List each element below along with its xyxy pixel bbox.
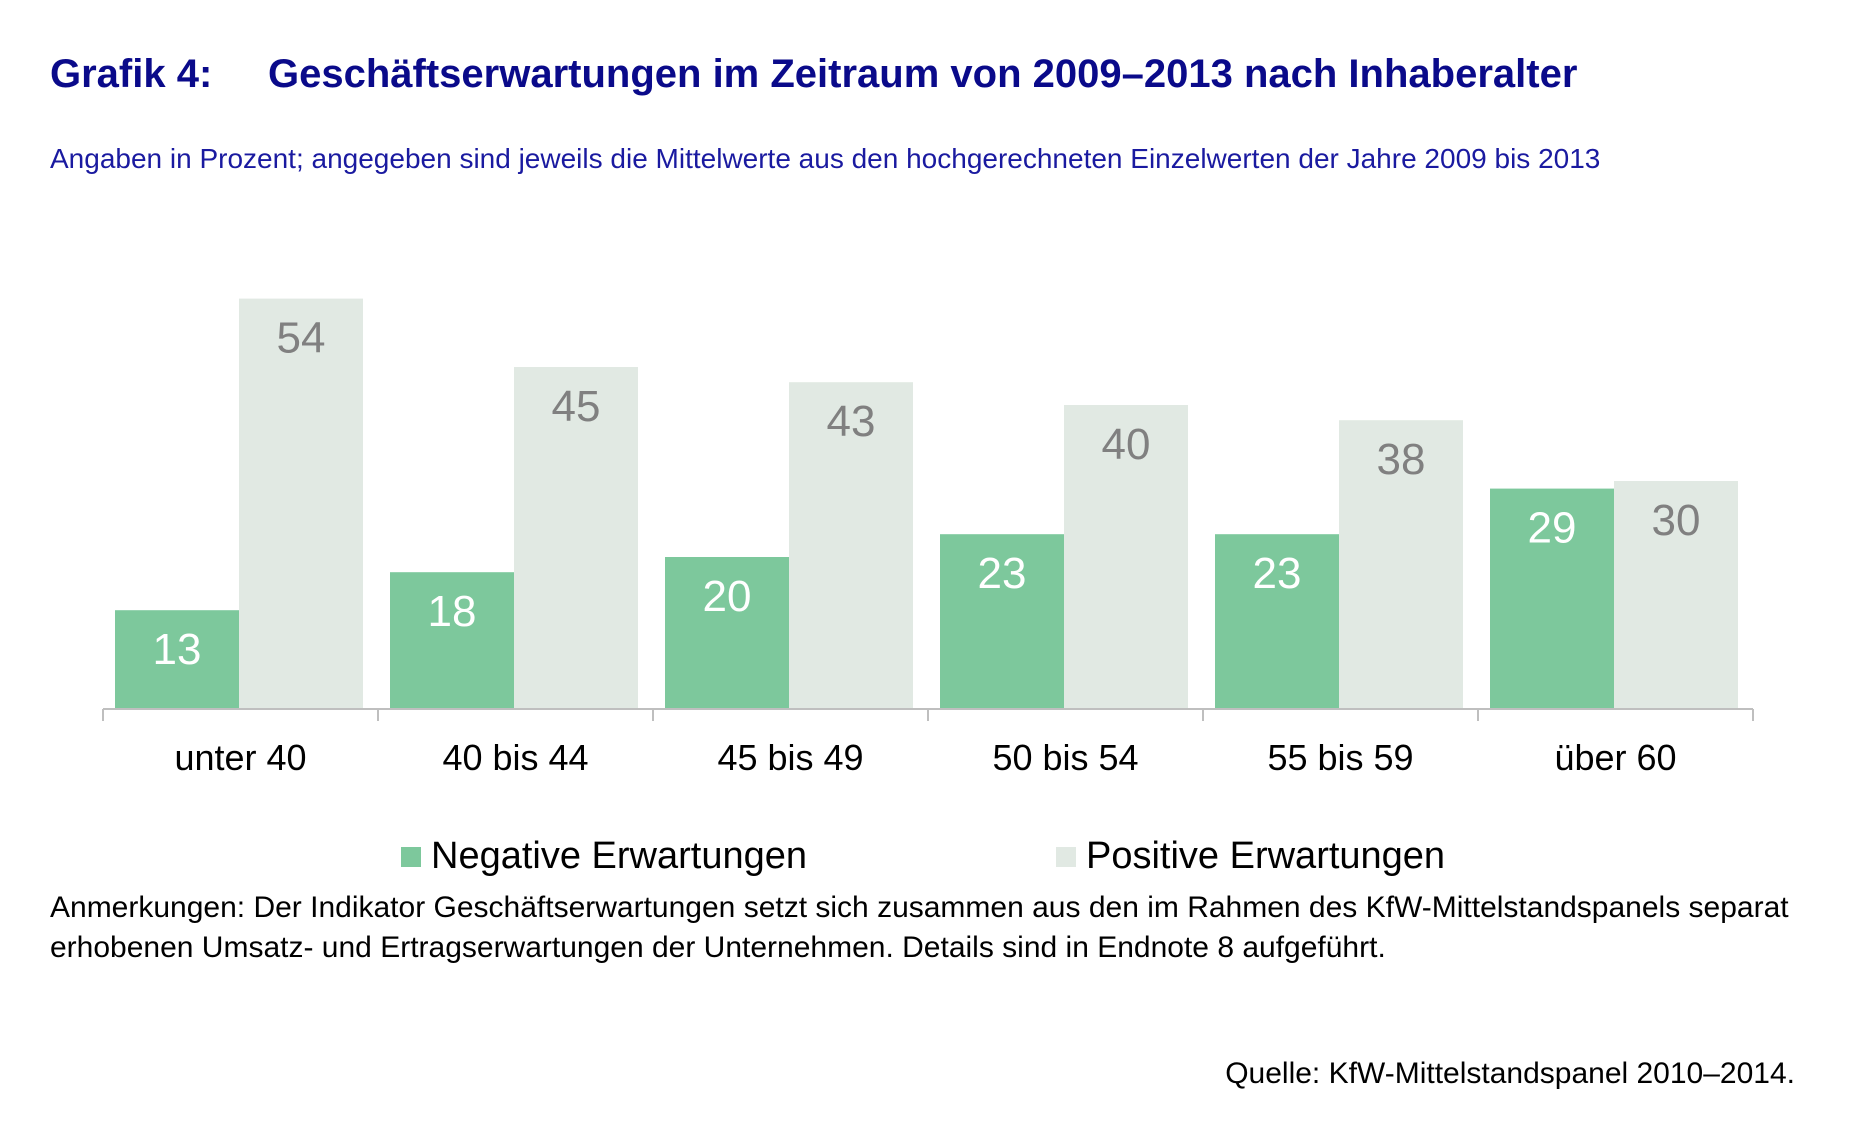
x-tick-label-1: 40 bis 44 xyxy=(442,737,588,778)
chart-title: Grafik 4: Geschäftserwartungen im Zeitrau… xyxy=(50,52,1577,97)
data-label-positive-1: 45 xyxy=(552,382,601,431)
bar-negative-4 xyxy=(1215,534,1339,709)
x-tick-label-5: über 60 xyxy=(1554,737,1676,778)
chart-subtitle: Angaben in Prozent; angegeben sind jewei… xyxy=(50,143,1601,174)
data-label-positive-0: 54 xyxy=(277,314,326,363)
data-label-negative-1: 18 xyxy=(428,587,477,636)
bar-positive-1 xyxy=(514,367,638,709)
x-tick-label-0: unter 40 xyxy=(174,737,306,778)
data-label-positive-3: 40 xyxy=(1102,420,1151,469)
x-tick-label-2: 45 bis 49 xyxy=(717,737,863,778)
bar-negative-1 xyxy=(390,572,514,709)
data-label-negative-4: 23 xyxy=(1253,549,1302,598)
bar-positive-5 xyxy=(1614,481,1738,709)
bar-negative-3 xyxy=(940,534,1064,709)
data-label-positive-2: 43 xyxy=(827,397,876,446)
bar-positive-2 xyxy=(789,382,913,709)
data-label-positive-4: 38 xyxy=(1377,435,1426,484)
source-note: Quelle: KfW-Mittelstandspanel 2010–2014. xyxy=(1225,1057,1795,1090)
bar-negative-5 xyxy=(1490,488,1614,709)
chart-title-text: Geschäftserwartungen im Zeitraum von 200… xyxy=(268,52,1578,96)
x-tick-label-3: 50 bis 54 xyxy=(992,737,1138,778)
x-tick-label-4: 55 bis 59 xyxy=(1267,737,1413,778)
bar-negative-2 xyxy=(665,557,789,709)
bar-negative-0 xyxy=(115,610,239,709)
legend-label-negative: Negative Erwartungen xyxy=(431,835,807,877)
bar-chart: 13 54 unter 40 18 45 40 bis 44 20 43 45 bis 49 23… xyxy=(102,298,1754,778)
data-label-negative-3: 23 xyxy=(978,549,1027,598)
legend: Negative Erwartungen Positive Erwartunge… xyxy=(0,835,1870,885)
legend-item-negative: Negative Erwartungen xyxy=(401,835,807,878)
data-label-positive-5: 30 xyxy=(1652,496,1701,545)
bar-positive-0 xyxy=(239,298,363,709)
data-label-negative-0: 13 xyxy=(153,625,202,674)
chart-number: Grafik 4: xyxy=(50,52,213,96)
legend-item-positive: Positive Erwartungen xyxy=(1056,835,1445,878)
footnote: Anmerkungen: Der Indikator Geschäftserwa… xyxy=(50,891,1789,964)
bar-positive-3 xyxy=(1064,405,1188,709)
data-label-negative-2: 20 xyxy=(703,572,752,621)
legend-swatch-positive xyxy=(1056,846,1076,867)
legend-label-positive: Positive Erwartungen xyxy=(1086,835,1446,877)
data-label-negative-5: 29 xyxy=(1528,504,1577,553)
legend-swatch-negative xyxy=(401,846,421,867)
bar-positive-4 xyxy=(1339,420,1463,709)
